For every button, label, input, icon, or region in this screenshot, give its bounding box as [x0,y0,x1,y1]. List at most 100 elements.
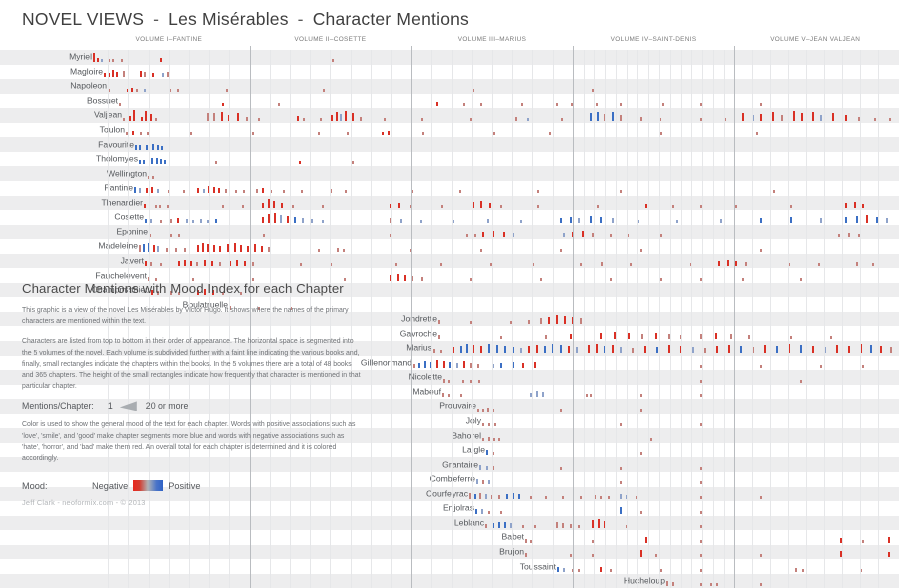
chapter-mark[interactable] [202,242,204,252]
chapter-mark[interactable] [656,347,658,354]
chapter-mark[interactable] [498,437,500,441]
chapter-mark[interactable] [537,190,539,194]
chapter-mark[interactable] [470,117,472,121]
chapter-mark[interactable] [527,117,529,121]
chapter-mark[interactable] [872,263,874,267]
chapter-mark[interactable] [462,379,464,383]
chapter-mark[interactable] [287,215,289,223]
chapter-mark[interactable] [420,219,422,223]
chapter-mark[interactable] [207,219,209,223]
chapter-mark[interactable] [592,539,594,543]
chapter-mark[interactable] [704,348,706,354]
chapter-mark[interactable] [612,345,614,354]
chapter-mark[interactable] [620,481,622,485]
chapter-mark[interactable] [776,346,778,354]
chapter-mark[interactable] [700,394,702,398]
chapter-mark[interactable] [592,88,594,92]
chapter-mark[interactable] [170,234,172,238]
chapter-mark[interactable] [500,204,502,208]
chapter-mark[interactable] [793,110,795,121]
chapter-mark[interactable] [592,233,594,238]
chapter-mark[interactable] [487,218,489,223]
chapter-mark[interactable] [345,110,347,121]
chapter-mark[interactable] [156,158,158,165]
chapter-mark[interactable] [612,217,614,223]
chapter-mark[interactable] [274,212,276,223]
chapter-mark[interactable] [155,204,157,208]
chapter-mark[interactable] [590,215,592,223]
chapter-mark[interactable] [880,346,882,354]
chapter-mark[interactable] [452,347,454,354]
chapter-mark[interactable] [452,219,454,223]
chapter-mark[interactable] [459,190,461,194]
chapter-mark[interactable] [252,132,254,136]
chapter-mark[interactable] [421,276,423,281]
chapter-mark[interactable] [470,363,472,368]
chapter-mark[interactable] [604,113,606,121]
chapter-mark[interactable] [177,217,179,223]
chapter-mark[interactable] [716,346,718,354]
chapter-mark[interactable] [542,392,544,398]
chapter-mark[interactable] [170,218,172,223]
chapter-mark[interactable] [578,525,580,529]
chapter-mark[interactable] [123,117,125,121]
chapter-mark[interactable] [146,144,148,150]
chapter-mark[interactable] [540,277,542,281]
chapter-mark[interactable] [261,245,263,252]
chapter-mark[interactable] [292,204,294,208]
chapter-mark[interactable] [443,361,445,368]
chapter-mark[interactable] [167,204,169,208]
chapter-mark[interactable] [500,510,502,514]
chapter-mark[interactable] [858,234,860,238]
chapter-mark[interactable] [254,243,256,252]
chapter-mark[interactable] [672,582,674,587]
chapter-mark[interactable] [760,583,762,587]
chapter-mark[interactable] [668,333,670,339]
chapter-mark[interactable] [104,73,106,77]
chapter-mark[interactable] [213,112,215,121]
chapter-mark[interactable] [147,132,149,136]
chapter-mark[interactable] [534,525,536,529]
chapter-mark[interactable] [252,277,254,281]
chapter-mark[interactable] [132,131,134,136]
chapter-mark[interactable] [528,320,530,325]
chapter-mark[interactable] [442,393,444,398]
chapter-mark[interactable] [858,116,860,121]
chapter-mark[interactable] [610,568,612,572]
character-row[interactable]: Nicolette [0,370,899,385]
chapter-mark[interactable] [668,345,670,354]
chapter-mark[interactable] [207,243,209,252]
chapter-mark[interactable] [600,216,602,223]
chapter-mark[interactable] [145,218,147,223]
chapter-mark[interactable] [600,332,602,339]
character-row[interactable]: Tholomyes [0,152,899,167]
chapter-mark[interactable] [888,536,890,543]
chapter-mark[interactable] [660,568,662,572]
chapter-mark[interactable] [263,234,265,238]
chapter-mark[interactable] [645,536,647,543]
chapter-mark[interactable] [164,160,166,165]
chapter-mark[interactable] [422,132,424,136]
chapter-mark[interactable] [536,345,538,354]
chapter-mark[interactable] [700,466,702,470]
chapter-mark[interactable] [390,217,392,223]
chapter-mark[interactable] [160,58,162,63]
chapter-mark[interactable] [482,232,484,238]
chapter-mark[interactable] [303,117,305,121]
chapter-mark[interactable] [126,132,128,136]
chapter-mark[interactable] [600,566,602,572]
chapter-mark[interactable] [211,261,213,267]
chapter-mark[interactable] [700,423,702,427]
chapter-mark[interactable] [662,103,664,107]
chapter-mark[interactable] [480,248,482,252]
chapter-mark[interactable] [580,318,582,325]
chapter-mark[interactable] [151,187,153,194]
chapter-mark[interactable] [155,117,157,121]
chapter-mark[interactable] [336,111,338,121]
chapter-mark[interactable] [488,423,490,427]
chapter-mark[interactable] [818,263,820,267]
character-row[interactable]: Valjean [0,108,899,123]
chapter-mark[interactable] [620,114,622,121]
chapter-mark[interactable] [620,347,622,354]
chapter-mark[interactable] [500,335,502,339]
